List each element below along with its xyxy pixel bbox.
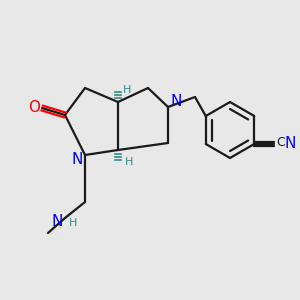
Text: H: H xyxy=(123,85,131,95)
Text: N: N xyxy=(71,152,83,167)
Text: N: N xyxy=(285,136,296,151)
Text: O: O xyxy=(28,100,40,116)
Text: H: H xyxy=(125,157,134,167)
Text: N: N xyxy=(52,214,63,229)
Text: H: H xyxy=(69,218,77,228)
Text: N: N xyxy=(170,94,182,110)
Text: C: C xyxy=(276,136,285,149)
